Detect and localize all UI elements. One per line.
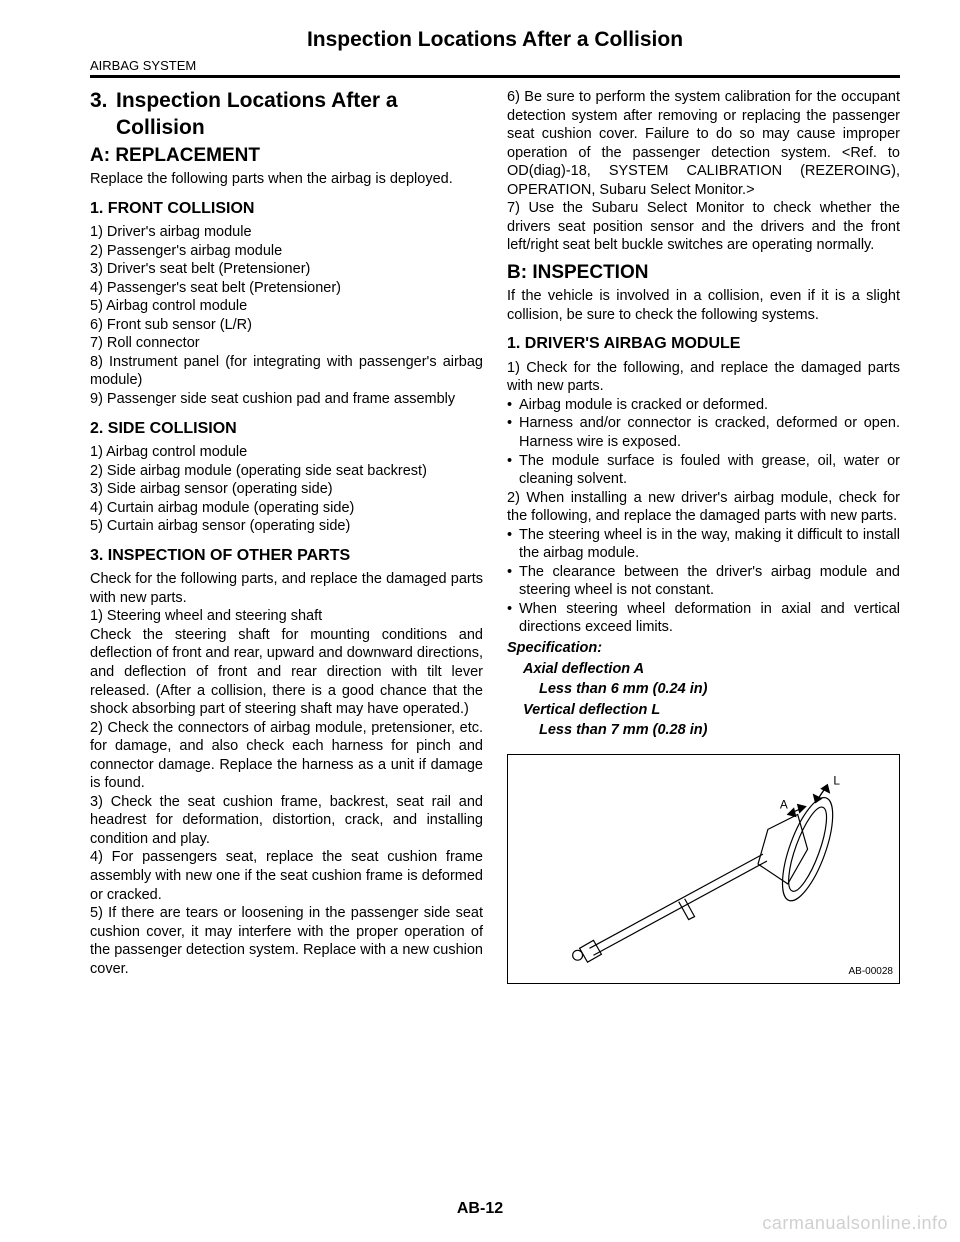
bullet: •When steering wheel deformation in axia… xyxy=(507,600,900,637)
bullet-text: The module surface is fouled with grease… xyxy=(519,452,900,489)
figure-id: AB-00028 xyxy=(849,966,893,979)
text: 7) Roll connector xyxy=(90,334,483,353)
text: Check the steering shaft for mounting co… xyxy=(90,626,483,719)
heading-number: 3. xyxy=(90,88,116,142)
watermark: carmanualsonline.info xyxy=(762,1213,948,1234)
bullet: •Harness and/or connector is cracked, de… xyxy=(507,414,900,451)
heading-front-collision: 1. FRONT COLLISION xyxy=(90,199,483,219)
text: 4) For passengers seat, replace the seat… xyxy=(90,848,483,904)
heading-a: A: REPLACEMENT xyxy=(90,144,483,168)
right-column: 6) Be sure to perform the system calibra… xyxy=(507,88,900,984)
text: 5) Curtain airbag sensor (operating side… xyxy=(90,517,483,536)
left-column: 3. Inspection Locations After a Collisio… xyxy=(90,88,483,984)
text: 2) Passenger's airbag module xyxy=(90,242,483,261)
text: 1) Check for the following, and replace … xyxy=(507,359,900,396)
text: Check for the following parts, and repla… xyxy=(90,570,483,607)
text: 3) Check the seat cushion frame, backres… xyxy=(90,793,483,849)
section-label: AIRBAG SYSTEM xyxy=(90,58,900,73)
text: 2) Side airbag module (operating side se… xyxy=(90,462,483,481)
bullet: •The steering wheel is in the way, makin… xyxy=(507,526,900,563)
bullet-text: The steering wheel is in the way, making… xyxy=(519,526,900,563)
heading-text: Inspection Locations After a Collision xyxy=(116,88,483,142)
text: 9) Passenger side seat cushion pad and f… xyxy=(90,390,483,409)
bullet-text: When steering wheel deformation in axial… xyxy=(519,600,900,637)
text: 5) If there are tears or loosening in th… xyxy=(90,904,483,978)
heading-other-parts: 3. INSPECTION OF OTHER PARTS xyxy=(90,546,483,566)
text: 3) Side airbag sensor (operating side) xyxy=(90,480,483,499)
text: 5) Airbag control module xyxy=(90,297,483,316)
svg-text:L: L xyxy=(833,773,840,787)
page-title: Inspection Locations After a Collision xyxy=(90,28,900,52)
heading-side-collision: 2. SIDE COLLISION xyxy=(90,419,483,439)
text: 6) Front sub sensor (L/R) xyxy=(90,316,483,335)
text: Replace the following parts when the air… xyxy=(90,170,483,189)
bullet-text: The clearance between the driver's airba… xyxy=(519,563,900,600)
heading-b: B: INSPECTION xyxy=(507,261,900,285)
text: 7) Use the Subaru Select Monitor to chec… xyxy=(507,199,900,255)
text: 4) Curtain airbag module (operating side… xyxy=(90,499,483,518)
text: 8) Instrument panel (for integrating wit… xyxy=(90,353,483,390)
bullet-text: Airbag module is cracked or deformed. xyxy=(519,396,768,415)
text: 6) Be sure to perform the system calibra… xyxy=(507,88,900,199)
text: 2) When installing a new driver's airbag… xyxy=(507,489,900,526)
text: 4) Passenger's seat belt (Pretensioner) xyxy=(90,279,483,298)
spec-vertical: Vertical deflection L xyxy=(523,701,900,720)
spec-axial: Axial deflection A xyxy=(523,660,900,679)
svg-text:A: A xyxy=(780,797,788,811)
text: 1) Airbag control module xyxy=(90,443,483,462)
text: 2) Check the connectors of airbag module… xyxy=(90,719,483,793)
spec-vertical-value: Less than 7 mm (0.28 in) xyxy=(539,721,900,740)
heading-3: 3. Inspection Locations After a Collisio… xyxy=(90,88,483,142)
text: 1) Driver's airbag module xyxy=(90,223,483,242)
bullet-text: Harness and/or connector is cracked, def… xyxy=(519,414,900,451)
heading-drivers-airbag: 1. DRIVER'S AIRBAG MODULE xyxy=(507,334,900,354)
steering-diagram-icon: L A xyxy=(508,755,899,983)
bullet: •Airbag module is cracked or deformed. xyxy=(507,396,900,415)
spec-axial-value: Less than 6 mm (0.24 in) xyxy=(539,680,900,699)
figure-steering-shaft: L A AB-00028 xyxy=(507,754,900,984)
text: 3) Driver's seat belt (Pretensioner) xyxy=(90,260,483,279)
text: If the vehicle is involved in a collisio… xyxy=(507,287,900,324)
content-columns: 3. Inspection Locations After a Collisio… xyxy=(90,88,900,984)
spec-label: Specification: xyxy=(507,639,900,658)
text: 1) Steering wheel and steering shaft xyxy=(90,607,483,626)
bullet: •The module surface is fouled with greas… xyxy=(507,452,900,489)
bullet: •The clearance between the driver's airb… xyxy=(507,563,900,600)
divider xyxy=(90,75,900,78)
